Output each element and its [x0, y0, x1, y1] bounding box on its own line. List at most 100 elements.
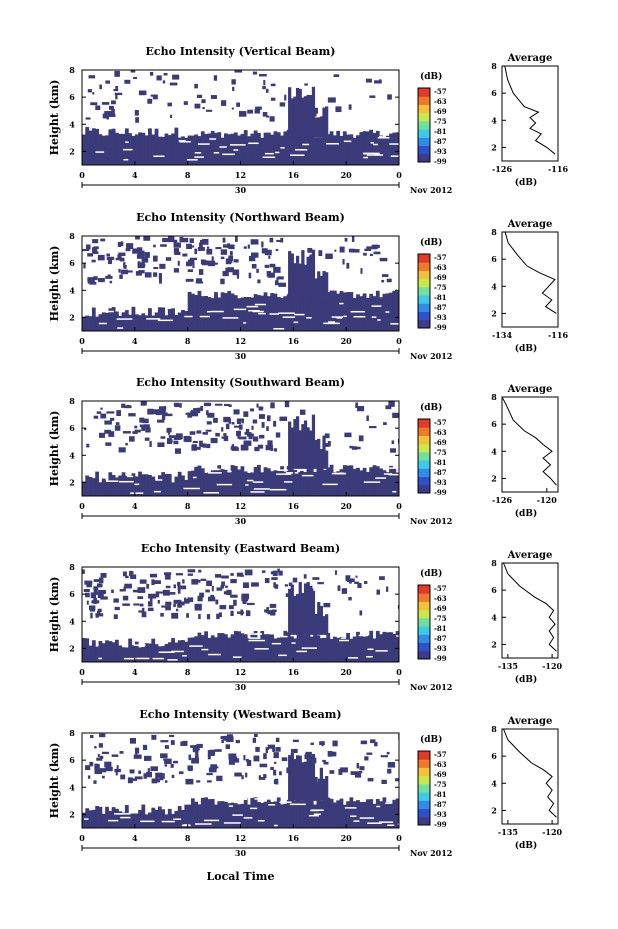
echo-cell: [194, 607, 202, 611]
echo-cell: [270, 471, 275, 496]
echo-cell: [233, 409, 240, 415]
x-tick-label: 0: [79, 170, 85, 180]
echo-cell: [284, 401, 290, 408]
echo-cell: [211, 585, 214, 592]
echo-cell: [215, 599, 219, 605]
avg-x-axis-label: (dB): [515, 343, 537, 354]
echo-cell: [293, 638, 298, 662]
echo-cell: [134, 425, 138, 429]
avg-x-tick-label: -126: [492, 495, 512, 505]
echo-cell: [314, 282, 318, 287]
echo-cell: [138, 132, 142, 165]
gap-cell: [385, 467, 398, 469]
echo-cell: [334, 249, 337, 252]
colorbar-segment: [418, 593, 430, 602]
echo-cell: [118, 811, 123, 828]
echo-cell: [228, 404, 232, 407]
gap-cell: [182, 655, 187, 657]
echo-cell: [135, 117, 140, 123]
echo-cell: [157, 591, 165, 594]
echo-cell: [97, 753, 100, 758]
echo-cell: [356, 800, 360, 828]
echo-cell: [279, 771, 282, 776]
date-label: Nov 2012: [410, 351, 452, 361]
echo-cell: [208, 767, 217, 773]
echo-cell: [240, 574, 244, 577]
echo-cell: [294, 760, 297, 765]
echo-cell: [228, 244, 235, 250]
echo-cell: [323, 469, 327, 496]
echo-cell: [147, 408, 154, 415]
echo-cell: [157, 806, 162, 828]
gap-cell: [98, 322, 108, 325]
gap-cell: [120, 816, 131, 819]
x-tick-label: 20: [341, 501, 353, 511]
echo-cell: [105, 80, 111, 84]
echo-cell: [285, 593, 290, 598]
echo-cell: [276, 277, 279, 282]
echo-cell: [230, 634, 235, 662]
gap-cell: [208, 653, 221, 656]
echo-cell: [369, 293, 374, 331]
average-frame: [501, 231, 559, 328]
echo-cell: [189, 238, 194, 243]
gap-cell: [396, 635, 399, 637]
echo-cell: [309, 430, 313, 469]
echo-cell: [253, 755, 260, 762]
echo-cell: [225, 744, 230, 750]
gap-cell: [248, 637, 261, 639]
echo-cell: [303, 420, 308, 469]
echo-cell: [116, 765, 119, 771]
echo-cell: [228, 418, 231, 424]
echo-cell: [360, 268, 363, 274]
echo-cell: [349, 638, 354, 662]
echo-cell: [161, 646, 166, 662]
echo-cell: [379, 634, 383, 662]
echo-cell: [233, 425, 240, 428]
echo-cell: [276, 239, 282, 242]
echo-cell: [301, 424, 305, 469]
echo-cell: [215, 574, 222, 578]
echo-cell: [286, 767, 290, 774]
y-tick-label: 2: [69, 643, 75, 653]
gap-cell: [232, 814, 243, 816]
echo-cell: [158, 406, 166, 412]
echo-cell: [241, 418, 244, 424]
echo-cell: [246, 602, 255, 606]
echo-cell: [154, 128, 159, 165]
echo-cell: [177, 603, 182, 608]
echo-cell: [380, 755, 389, 758]
echo-cell: [123, 586, 126, 592]
echo-cell: [245, 428, 250, 435]
colorbar-label: -69: [434, 438, 447, 447]
panel-title: Echo Intensity (Westward Beam): [139, 708, 341, 721]
echo-cell: [317, 782, 321, 801]
day-label: 30: [235, 185, 247, 195]
colorbar-label: -81: [434, 293, 447, 302]
echo-cell: [177, 806, 182, 828]
echo-cell: [200, 468, 205, 496]
echo-cell: [128, 413, 136, 417]
echo-cell: [267, 440, 273, 447]
echo-cell: [348, 248, 355, 253]
echo-cell: [93, 579, 101, 582]
echo-cell: [297, 97, 301, 101]
x-tick-label: 4: [132, 170, 138, 180]
echo-cell: [290, 636, 294, 662]
echo-cell: [293, 291, 298, 331]
gap-cell: [194, 156, 204, 158]
gap-cell: [184, 315, 193, 318]
echo-cell: [118, 252, 126, 256]
echo-cell: [135, 236, 140, 240]
echo-cell: [293, 278, 297, 284]
echo-cell: [210, 95, 217, 99]
echo-cell: [119, 751, 124, 754]
echo-cell: [97, 608, 102, 613]
echo-cell: [154, 312, 159, 331]
echo-cell: [177, 260, 180, 266]
gap-cell: [116, 318, 133, 320]
colorbar-segment: [418, 104, 430, 114]
echo-cell: [207, 799, 212, 828]
gap-cell: [269, 488, 287, 491]
echo-cell: [313, 137, 317, 165]
